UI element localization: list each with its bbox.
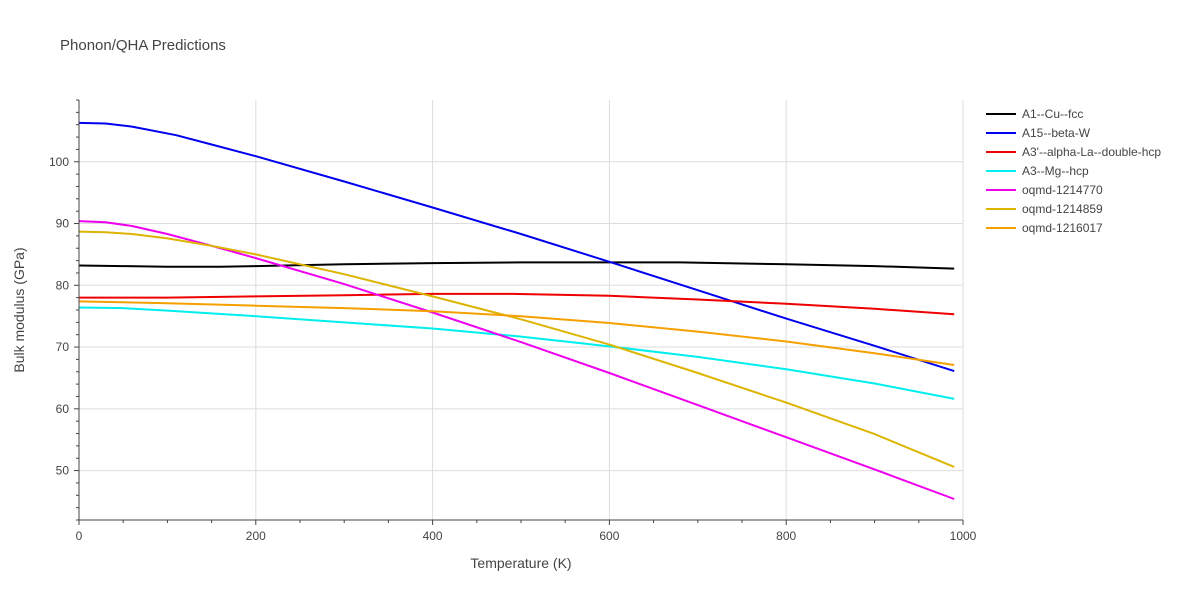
y-tick-label: 70 — [56, 340, 70, 354]
x-axis-label: Temperature (K) — [470, 555, 571, 571]
series-line-a3-alpha-la-double-hcp — [79, 292, 955, 316]
legend-item[interactable]: oqmd-1214859 — [986, 202, 1103, 216]
series-line-oqmd-1214770 — [78, 220, 955, 500]
legend-item[interactable]: A1--Cu--fcc — [986, 107, 1083, 121]
y-tick-label: 80 — [56, 278, 70, 292]
y-tick-label: 100 — [49, 155, 69, 169]
chart-title: Phonon/QHA Predictions — [60, 37, 226, 54]
legend-item[interactable]: A3--Mg--hcp — [986, 164, 1089, 178]
y-tick-label: 60 — [56, 402, 70, 416]
legend-item[interactable]: A15--beta-W — [986, 126, 1091, 140]
x-tick-label: 800 — [776, 529, 796, 543]
series-lines — [78, 121, 955, 500]
grid — [79, 100, 964, 520]
series-line-a1-cu-fcc — [78, 261, 955, 270]
x-tick-label: 400 — [423, 529, 443, 543]
legend-label: A1--Cu--fcc — [1022, 107, 1083, 121]
x-tick-label: 200 — [246, 529, 266, 543]
axes: 0 200 400 600 800 1000 50 60 70 80 90 100 — [49, 99, 977, 543]
series-line-a3-mg-hcp — [78, 306, 955, 400]
x-tick-label: 0 — [76, 529, 83, 543]
legend-label: A3'--alpha-La--double-hcp — [1022, 145, 1161, 159]
legend-item[interactable]: A3'--alpha-La--double-hcp — [986, 145, 1161, 159]
x-tick-label: 1000 — [950, 529, 977, 543]
legend-label: A15--beta-W — [1022, 126, 1091, 140]
legend-item[interactable]: oqmd-1216017 — [986, 221, 1103, 235]
y-axis-label: Bulk modulus (GPa) — [11, 247, 27, 372]
y-tick-label: 90 — [56, 217, 70, 231]
series-line-oqmd-1214859 — [78, 230, 955, 468]
legend-item[interactable]: oqmd-1214770 — [986, 183, 1103, 197]
legend-label: oqmd-1216017 — [1022, 221, 1103, 235]
legend-label: oqmd-1214770 — [1022, 183, 1103, 197]
x-tick-label: 600 — [599, 529, 619, 543]
y-tick-label: 50 — [56, 464, 70, 478]
legend[interactable]: A1--Cu--fcc A15--beta-W A3'--alpha-La--dou… — [986, 107, 1161, 235]
series-line-oqmd-1216017 — [78, 300, 955, 366]
legend-label: oqmd-1214859 — [1022, 202, 1103, 216]
series-line-a15-beta-w — [78, 121, 955, 373]
legend-label: A3--Mg--hcp — [1022, 164, 1089, 178]
